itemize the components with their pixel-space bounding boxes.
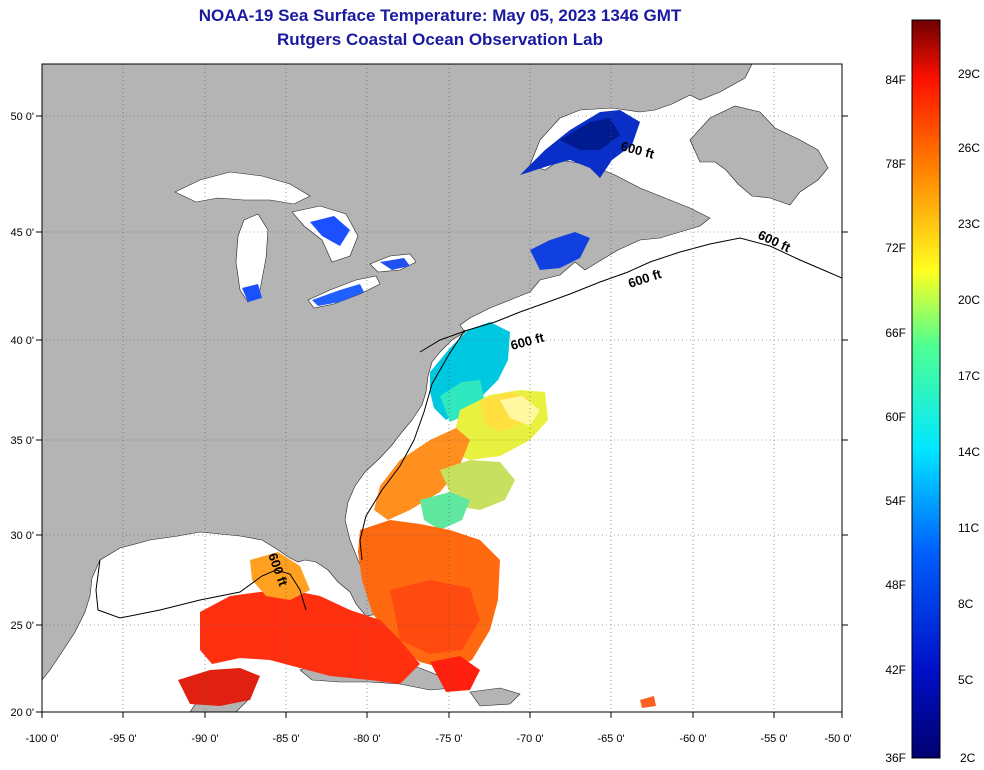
sst-overlay: [178, 110, 656, 708]
land-mass: [42, 64, 753, 681]
colorbar-c-label: 23C: [958, 217, 980, 231]
colorbar-f-label: 36F: [885, 751, 906, 765]
colorbar-c-label: 14C: [958, 445, 980, 459]
newfoundland: [689, 105, 829, 206]
lat-tick-labels: 50 0' 45 0' 40 0' 35 0' 30 0' 25 0' 20 0…: [10, 111, 34, 719]
chart-title: NOAA-19 Sea Surface Temperature: May 05,…: [198, 6, 682, 25]
chart-subtitle: Rutgers Coastal Ocean Observation Lab: [277, 30, 603, 49]
colorbar-gradient: [911, 19, 941, 759]
colorbar-f-label: 42F: [885, 663, 906, 677]
lon-tick: -65 0': [597, 733, 624, 745]
lat-tick: 40 0': [10, 335, 34, 347]
lon-tick: -50 0': [824, 733, 851, 745]
lat-tick: 25 0': [10, 620, 34, 632]
lon-tick: -75 0': [435, 733, 462, 745]
lon-tick: -80 0': [353, 733, 380, 745]
colorbar-f-label: 84F: [885, 73, 906, 87]
lon-tick: -95 0': [109, 733, 136, 745]
colorbar-c-label: 8C: [958, 597, 974, 611]
frame-ticks: [36, 115, 848, 718]
lon-tick-labels: -100 0' -95 0' -90 0' -85 0' -80 0' -75 …: [25, 733, 851, 745]
colorbar-f-label: 72F: [885, 241, 906, 255]
colorbar-f-label: 66F: [885, 326, 906, 340]
colorbar-f-label: 54F: [885, 494, 906, 508]
lon-tick: -85 0': [272, 733, 299, 745]
colorbar: 84F 78F 72F 66F 60F 54F 48F 42F 36F 29C …: [885, 19, 980, 765]
colorbar-c-label: 2C: [960, 751, 976, 765]
colorbar-c-label: 5C: [958, 673, 974, 687]
colorbar-c-label: 11C: [958, 521, 979, 535]
contour-600ft: [95, 237, 842, 619]
colorbar-c-label: 17C: [958, 369, 980, 383]
colorbar-c-label: 29C: [958, 67, 980, 81]
grid: [42, 64, 842, 712]
lat-tick: 30 0': [10, 530, 34, 542]
colorbar-c-label: 20C: [958, 293, 980, 307]
lon-tick: -60 0': [679, 733, 706, 745]
colorbar-f-label: 78F: [885, 157, 906, 171]
lat-tick: 35 0': [10, 435, 34, 447]
hispaniola: [469, 687, 521, 707]
colorbar-f-label: 60F: [885, 410, 906, 424]
lake-superior: [174, 171, 311, 205]
lat-tick: 50 0': [10, 111, 34, 123]
lon-tick: -100 0': [25, 733, 58, 745]
colorbar-f-label: 48F: [885, 578, 906, 592]
lon-tick: -55 0': [760, 733, 787, 745]
lon-tick: -70 0': [516, 733, 543, 745]
colorbar-c-label: 26C: [958, 141, 980, 155]
lat-tick: 20 0': [10, 707, 34, 719]
lon-tick: -90 0': [191, 733, 218, 745]
lat-tick: 45 0': [10, 227, 34, 239]
